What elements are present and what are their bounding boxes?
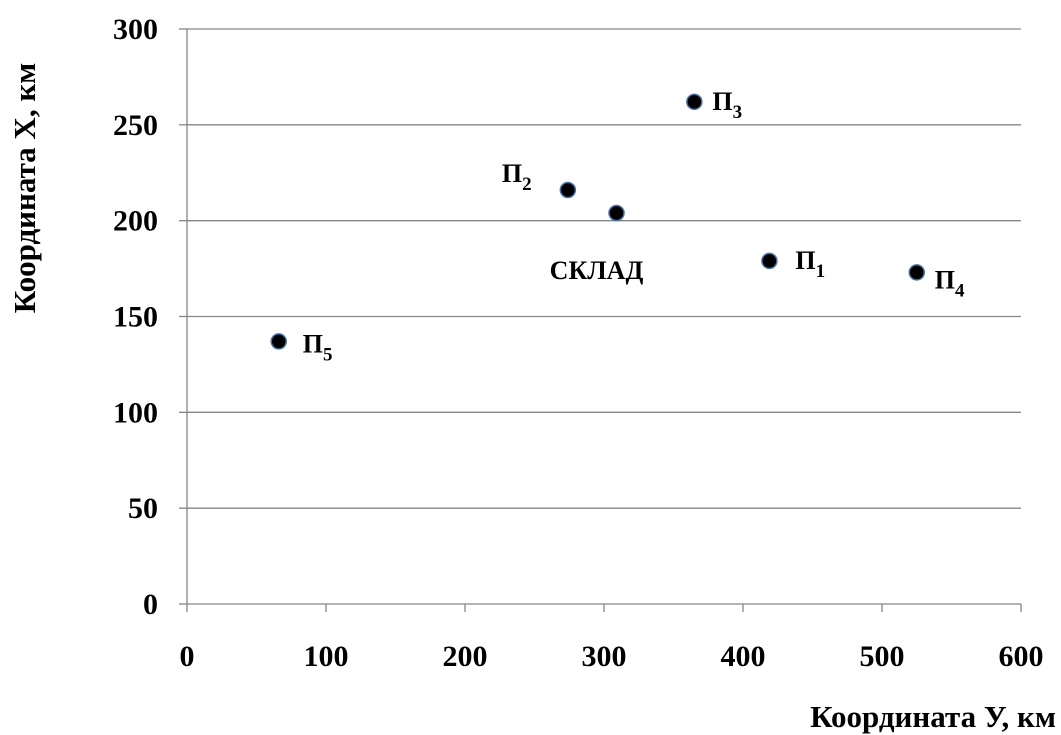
y-tick-label: 250: [113, 109, 158, 142]
y-tick-label: 100: [113, 396, 158, 429]
x-tick-label: 200: [443, 640, 488, 673]
point-label: П4: [935, 265, 965, 301]
x-axis-title: Координата У, км: [810, 699, 1056, 734]
y-tick-label: 300: [113, 13, 158, 46]
axes: [179, 28, 1022, 612]
y-tick-label: 150: [113, 301, 158, 334]
point-label: П3: [712, 87, 742, 123]
data-point: [686, 93, 703, 111]
data-point: [608, 204, 625, 222]
point-label: СКЛАД: [550, 256, 644, 285]
x-tick-label: 100: [304, 640, 349, 673]
x-tick-label: 0: [180, 640, 195, 673]
point-labels: П1 П2 П3 П4 П5 СКЛАД: [303, 87, 965, 366]
point-label: П1: [795, 246, 825, 282]
x-tick-labels: 0 100 200 300 400 500 600: [180, 640, 1044, 673]
x-tick-label: 500: [860, 640, 905, 673]
point-label: П5: [303, 329, 333, 365]
x-tick-label: 600: [999, 640, 1044, 673]
grid-lines: [187, 28, 1021, 509]
data-point: [761, 252, 778, 270]
x-tick-label: 300: [582, 640, 627, 673]
y-tick-label: 200: [113, 205, 158, 238]
y-tick-labels: 0 50 100 150 200 250 300: [113, 13, 158, 621]
y-axis-title: Координата Х, км: [7, 63, 42, 314]
x-tick-label: 400: [721, 640, 766, 673]
data-point: [908, 264, 925, 281]
data-points: [270, 93, 925, 350]
data-point: [270, 333, 287, 350]
point-label: П2: [502, 159, 532, 195]
data-point: [559, 181, 577, 199]
y-tick-label: 0: [143, 588, 158, 621]
y-tick-label: 50: [128, 492, 158, 525]
